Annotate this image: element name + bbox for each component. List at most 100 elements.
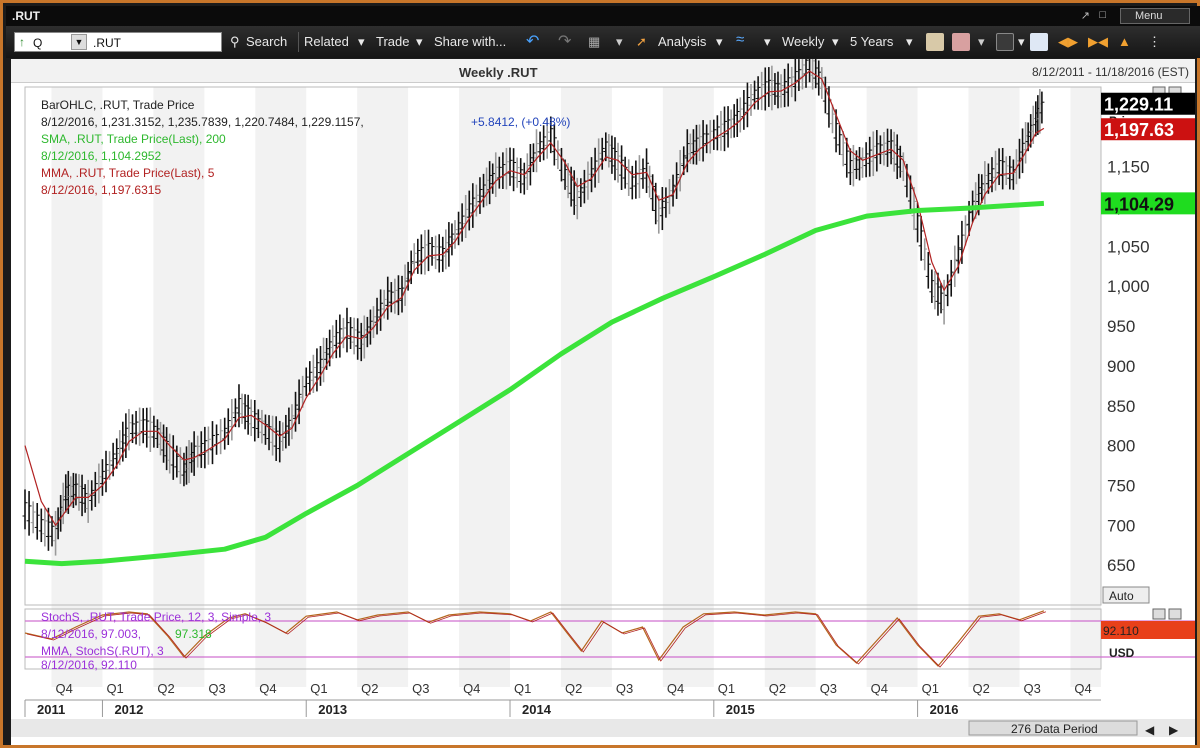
- pin-icon[interactable]: ↗: [1080, 10, 1090, 22]
- search-button[interactable]: Search: [246, 34, 288, 49]
- crosshair-icon[interactable]: [996, 33, 1014, 51]
- legend-stoch-values-a: 8/12/2016, 97.003,: [41, 627, 141, 641]
- more-icon[interactable]: ⋮: [1148, 34, 1161, 49]
- compare-icon[interactable]: [952, 33, 970, 51]
- chart-title: Weekly .RUT: [459, 65, 538, 80]
- chevron-down-icon[interactable]: ▾: [358, 34, 365, 49]
- legend-stoch-mma-label: MMA, StochS(.RUT), 3: [41, 644, 164, 658]
- menu-button[interactable]: Menu: [1120, 8, 1190, 24]
- scroll-left-icon[interactable]: ◀▶: [1058, 34, 1078, 49]
- stoch-tag: 92.110: [1103, 624, 1139, 638]
- quarter-stripe: [968, 87, 1020, 687]
- last-price-tag: 1,229.11: [1104, 95, 1173, 115]
- chart-panel: Weekly .RUT 8/12/2011 - 11/18/2016 (EST)…: [11, 59, 1195, 745]
- price-tick-label: 1,050: [1107, 237, 1150, 256]
- layout-icon[interactable]: [1030, 33, 1048, 51]
- quarter-label: Q1: [106, 681, 123, 696]
- price-tick-label: 800: [1107, 437, 1135, 456]
- quarter-stripe: [662, 87, 714, 687]
- mma-price-tag: 1,197.63: [1104, 120, 1174, 140]
- chevron-down-icon[interactable]: ▾: [978, 34, 985, 49]
- minimize-stoch-icon: [1152, 608, 1166, 620]
- quarter-stripe: [357, 87, 409, 687]
- chevron-down-icon[interactable]: ▾: [416, 34, 423, 49]
- price-tick-label: 850: [1107, 397, 1135, 416]
- legend-main-values: 8/12/2016, 1,231.3152, 1,235.7839, 1,220…: [41, 115, 364, 129]
- range-select[interactable]: 5 Years: [850, 34, 894, 49]
- price-tick-label: 750: [1107, 476, 1135, 495]
- quarter-label: Q2: [361, 681, 378, 696]
- zoom-icon[interactable]: ▲: [1118, 34, 1131, 49]
- trade-button[interactable]: Trade: [376, 34, 410, 49]
- year-label: 2014: [522, 702, 552, 717]
- analysis-button[interactable]: Analysis: [658, 34, 707, 49]
- quarter-label: Q1: [514, 681, 531, 696]
- scroll-left-icon: ◀: [1145, 723, 1155, 737]
- quarter-stripe: [51, 87, 103, 687]
- quarter-label: Q2: [769, 681, 786, 696]
- toolbar-divider: [298, 32, 299, 52]
- quarter-label: Q3: [412, 681, 429, 696]
- share-button[interactable]: Share with...: [434, 34, 507, 49]
- quarter-stripe: [866, 87, 918, 687]
- related-button[interactable]: Related: [304, 34, 349, 49]
- wave-icon[interactable]: ≈: [736, 31, 745, 48]
- quarter-label: Q4: [871, 681, 888, 696]
- quarter-label: Q2: [157, 681, 174, 696]
- scroll-right-icon[interactable]: ▶◀: [1088, 34, 1108, 49]
- chevron-down-icon[interactable]: ▾: [616, 34, 623, 49]
- chart-header: Weekly .RUT 8/12/2011 - 11/18/2016 (EST): [11, 59, 1195, 83]
- quarter-label: Q2: [973, 681, 990, 696]
- price-tick-label: 900: [1107, 357, 1135, 376]
- legend-mma-label: MMA, .RUT, Trade Price(Last), 5: [41, 166, 215, 180]
- menu-label: Menu: [1135, 10, 1163, 22]
- auto-button-label: Auto: [1109, 589, 1134, 603]
- chevron-down-icon[interactable]: ▾: [832, 34, 839, 49]
- chevron-down-icon[interactable]: ▼: [71, 34, 87, 50]
- quarter-label: Q4: [259, 681, 276, 696]
- price-chart[interactable]: 6507007508008509009501,0001,0501,1001,15…: [11, 59, 1195, 745]
- year-label: 2015: [726, 702, 755, 717]
- symbol-value: .RUT: [93, 36, 121, 50]
- chevron-down-icon[interactable]: ▾: [716, 34, 723, 49]
- folder-icon[interactable]: ▦: [588, 34, 601, 49]
- quarter-stripe: [1070, 87, 1101, 687]
- plot-border: [24, 86, 1102, 606]
- legend-main-change: +5.8412, (+0.48%): [471, 115, 570, 129]
- analysis-icon[interactable]: ➚: [636, 34, 647, 49]
- price-tick-label: 700: [1107, 516, 1135, 535]
- undo-icon[interactable]: ↶: [526, 33, 540, 50]
- year-label: 2012: [114, 702, 143, 717]
- restore-icon[interactable]: □: [1099, 9, 1106, 21]
- quarter-label: Q3: [616, 681, 633, 696]
- scroll-right-icon: ▶: [1169, 723, 1179, 737]
- stoch-unit: USD: [1109, 646, 1135, 660]
- chevron-down-icon[interactable]: ▾: [764, 34, 771, 49]
- quarter-label: Q2: [565, 681, 582, 696]
- symbol-input[interactable]: ↑ Q ▼ .RUT: [14, 32, 222, 52]
- legend-sma-values: 8/12/2016, 1,104.2952: [41, 149, 161, 163]
- quarter-stripe: [459, 87, 511, 687]
- interval-select[interactable]: Weekly: [782, 34, 825, 49]
- redo-icon[interactable]: ↷: [558, 33, 572, 50]
- year-label: 2011: [37, 702, 65, 717]
- last-price-tag-bg: [1101, 92, 1195, 115]
- chevron-down-icon[interactable]: ▾: [1018, 34, 1025, 49]
- quarter-label: Q3: [208, 681, 225, 696]
- mma-line: [24, 70, 1045, 526]
- legend-stoch-values-b: 97.318: [175, 627, 212, 641]
- quarter-label: Q4: [1074, 681, 1091, 696]
- search-icon[interactable]: ⚲: [230, 34, 240, 49]
- chart-type-icon[interactable]: [926, 33, 944, 51]
- quarter-stripe: [764, 87, 816, 687]
- sma-price-tag: 1,104.29: [1104, 194, 1174, 214]
- chevron-down-icon[interactable]: ▾: [906, 34, 913, 49]
- quarter-label: Q1: [718, 681, 735, 696]
- auto-button: [1102, 586, 1150, 604]
- price-tick-label: 1,000: [1107, 277, 1150, 296]
- quarter-label: Q4: [667, 681, 684, 696]
- stoch-mma-line: [26, 611, 1047, 668]
- sma-price-tag-bg: [1101, 192, 1195, 215]
- price-tick-label: 1,150: [1107, 158, 1150, 177]
